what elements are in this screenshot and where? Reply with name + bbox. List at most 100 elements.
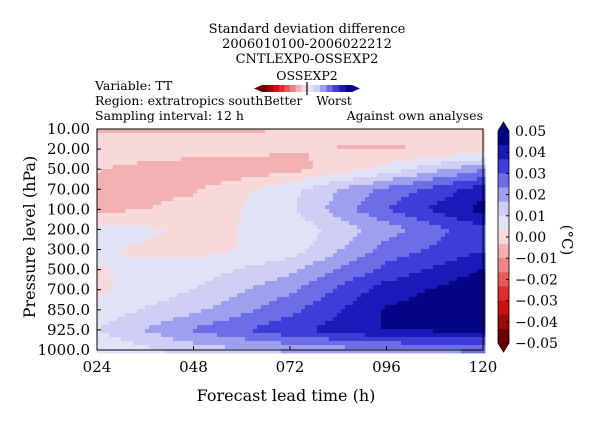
heat-cell bbox=[101, 293, 106, 298]
heat-cell bbox=[181, 325, 186, 330]
heat-cell bbox=[189, 205, 194, 210]
heat-cell bbox=[213, 209, 218, 214]
heat-cell bbox=[373, 233, 378, 238]
heat-cell bbox=[353, 249, 358, 254]
heat-cell bbox=[445, 257, 450, 262]
heat-cell bbox=[409, 141, 414, 146]
heat-cell bbox=[169, 189, 174, 194]
heat-cell bbox=[189, 197, 194, 202]
heat-cell bbox=[461, 177, 466, 182]
heat-cell bbox=[197, 173, 202, 178]
heat-cell bbox=[321, 237, 326, 242]
heat-cell bbox=[333, 221, 338, 226]
heat-cell bbox=[289, 313, 294, 318]
heat-cell bbox=[217, 273, 222, 278]
heat-cell bbox=[365, 277, 370, 282]
heat-cell bbox=[165, 169, 170, 174]
heat-cell bbox=[221, 321, 226, 326]
heat-cell bbox=[405, 221, 410, 226]
heat-cell bbox=[209, 169, 214, 174]
heat-cell bbox=[281, 169, 286, 174]
heat-cell bbox=[197, 317, 202, 322]
heat-cell bbox=[433, 221, 438, 226]
heat-cell bbox=[209, 293, 214, 298]
heat-cell bbox=[373, 133, 378, 138]
heat-cell bbox=[173, 161, 178, 166]
heat-cell bbox=[377, 321, 382, 326]
heat-cell bbox=[305, 317, 310, 322]
heat-cell bbox=[477, 329, 482, 334]
heat-cell bbox=[113, 245, 118, 250]
heat-cell bbox=[365, 321, 370, 326]
heat-cell bbox=[193, 309, 198, 314]
heat-cell bbox=[261, 189, 266, 194]
heat-cell bbox=[177, 325, 182, 330]
heat-cell bbox=[129, 245, 134, 250]
heat-cell bbox=[357, 329, 362, 334]
heat-cell bbox=[305, 141, 310, 146]
heat-cell bbox=[409, 193, 414, 198]
heat-cell bbox=[293, 277, 298, 282]
heat-cell bbox=[137, 149, 142, 154]
heat-cell bbox=[129, 221, 134, 226]
heat-cell bbox=[313, 313, 318, 318]
heat-cell bbox=[305, 201, 310, 206]
heat-cell bbox=[329, 213, 334, 218]
heat-cell bbox=[109, 189, 114, 194]
heat-cell bbox=[269, 313, 274, 318]
heat-cell bbox=[117, 181, 122, 186]
heat-cell bbox=[233, 193, 238, 198]
heat-cell bbox=[213, 265, 218, 270]
heat-cell bbox=[453, 145, 458, 150]
heat-cell bbox=[453, 321, 458, 326]
heat-cell bbox=[397, 257, 402, 262]
heat-cell bbox=[289, 277, 294, 282]
heat-cell bbox=[337, 225, 342, 230]
info-sampling: Sampling interval: 12 h bbox=[95, 108, 244, 123]
heat-cell bbox=[357, 189, 362, 194]
heat-cell bbox=[449, 305, 454, 310]
heat-cell bbox=[245, 149, 250, 154]
heat-cell bbox=[301, 277, 306, 282]
heat-cell bbox=[273, 181, 278, 186]
heat-cell bbox=[293, 133, 298, 138]
heat-cell bbox=[417, 233, 422, 238]
heat-cell bbox=[325, 153, 330, 158]
heat-cell bbox=[429, 237, 434, 242]
heat-cell bbox=[177, 261, 182, 266]
heat-cell bbox=[373, 297, 378, 302]
heat-cell bbox=[141, 317, 146, 322]
heat-cell bbox=[281, 205, 286, 210]
heat-cell bbox=[465, 165, 470, 170]
heat-cell bbox=[161, 333, 166, 338]
heat-cell bbox=[325, 201, 330, 206]
heat-cell bbox=[393, 277, 398, 282]
heat-cell bbox=[153, 129, 158, 134]
heat-cell bbox=[377, 217, 382, 222]
heat-cell bbox=[301, 161, 306, 166]
heat-cell bbox=[433, 321, 438, 326]
heat-cell bbox=[293, 205, 298, 210]
heat-cell bbox=[161, 301, 166, 306]
heat-cell bbox=[341, 245, 346, 250]
heat-cell bbox=[433, 269, 438, 274]
heat-cell bbox=[477, 261, 482, 266]
heat-cell bbox=[101, 201, 106, 206]
heat-cell bbox=[389, 189, 394, 194]
heat-cell bbox=[425, 301, 430, 306]
heat-cell bbox=[305, 321, 310, 326]
heat-cell bbox=[413, 133, 418, 138]
heat-cell bbox=[161, 233, 166, 238]
heat-cell bbox=[237, 233, 242, 238]
heat-cell bbox=[313, 249, 318, 254]
heat-cell bbox=[109, 305, 114, 310]
heat-cell bbox=[261, 289, 266, 294]
heat-cell bbox=[213, 281, 218, 286]
heat-cell bbox=[181, 289, 186, 294]
heat-cell bbox=[357, 285, 362, 290]
heat-cell bbox=[145, 169, 150, 174]
heat-cell bbox=[237, 137, 242, 142]
heat-cell bbox=[361, 201, 366, 206]
heat-cell bbox=[333, 149, 338, 154]
heat-cell bbox=[345, 229, 350, 234]
